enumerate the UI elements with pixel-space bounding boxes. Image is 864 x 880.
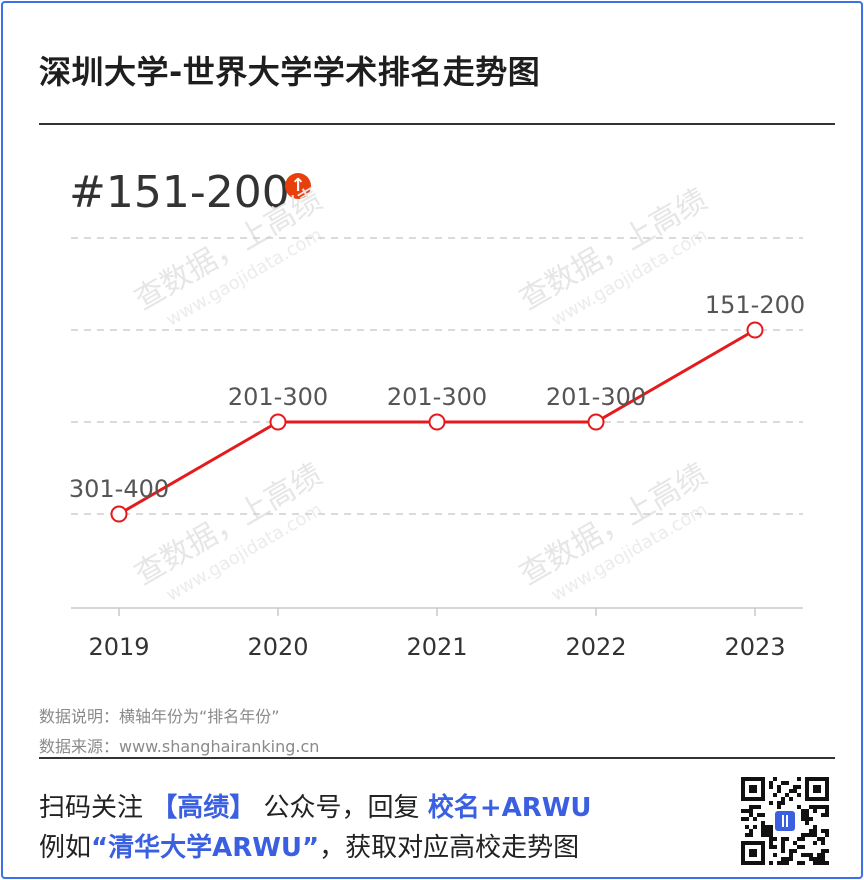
rank-series: 301-400 201-300 201-300 201-300 151-200 [69,291,805,523]
x-tick-label: 2020 [247,633,308,661]
x-tick-label: 2023 [724,633,785,661]
data-label: 201-300 [546,383,646,411]
data-point [587,413,605,431]
promo-line-2: 例如“清华大学ARWU”，获取对应高校走势图 [39,827,579,864]
promo-line-1: 扫码关注 【高绩】 公众号，回复 校名+ARWU [39,787,592,824]
qr-code-icon[interactable] [741,777,829,865]
data-point [746,321,764,339]
x-tick-label: 2019 [88,633,149,661]
data-label: 201-300 [387,383,487,411]
current-rank: #151-200 [69,167,290,218]
data-note: 数据说明：横轴年份为“排名年份” [39,707,280,726]
x-tick-label: 2022 [565,633,626,661]
data-point [269,413,287,431]
data-point [110,505,128,523]
promo-text: 扫码关注 [39,793,152,823]
data-label: 301-400 [69,475,169,503]
title-divider [39,123,835,125]
data-point [428,413,446,431]
x-tick-label: 2021 [406,633,467,661]
brand-name: 【高绩】 [151,793,256,823]
data-source: 数据来源：www.shanghairanking.cn [39,737,320,756]
data-label: 151-200 [705,291,805,319]
data-label: 201-300 [228,383,328,411]
x-axis: 2019 2020 2021 2022 2023 [71,607,803,661]
page-title: 深圳大学-世界大学学术排名走势图 [39,53,541,91]
promo-text: ，获取对应高校走势图 [319,833,580,863]
promo-text: 公众号，回复 [255,793,428,823]
example-keyword: “清华大学ARWU” [91,833,320,863]
reply-keyword: 校名+ARWU [427,793,592,823]
arrow-up-icon: ↑ [285,173,311,199]
footer-divider [39,757,835,759]
promo-text: 例如 [39,833,92,863]
